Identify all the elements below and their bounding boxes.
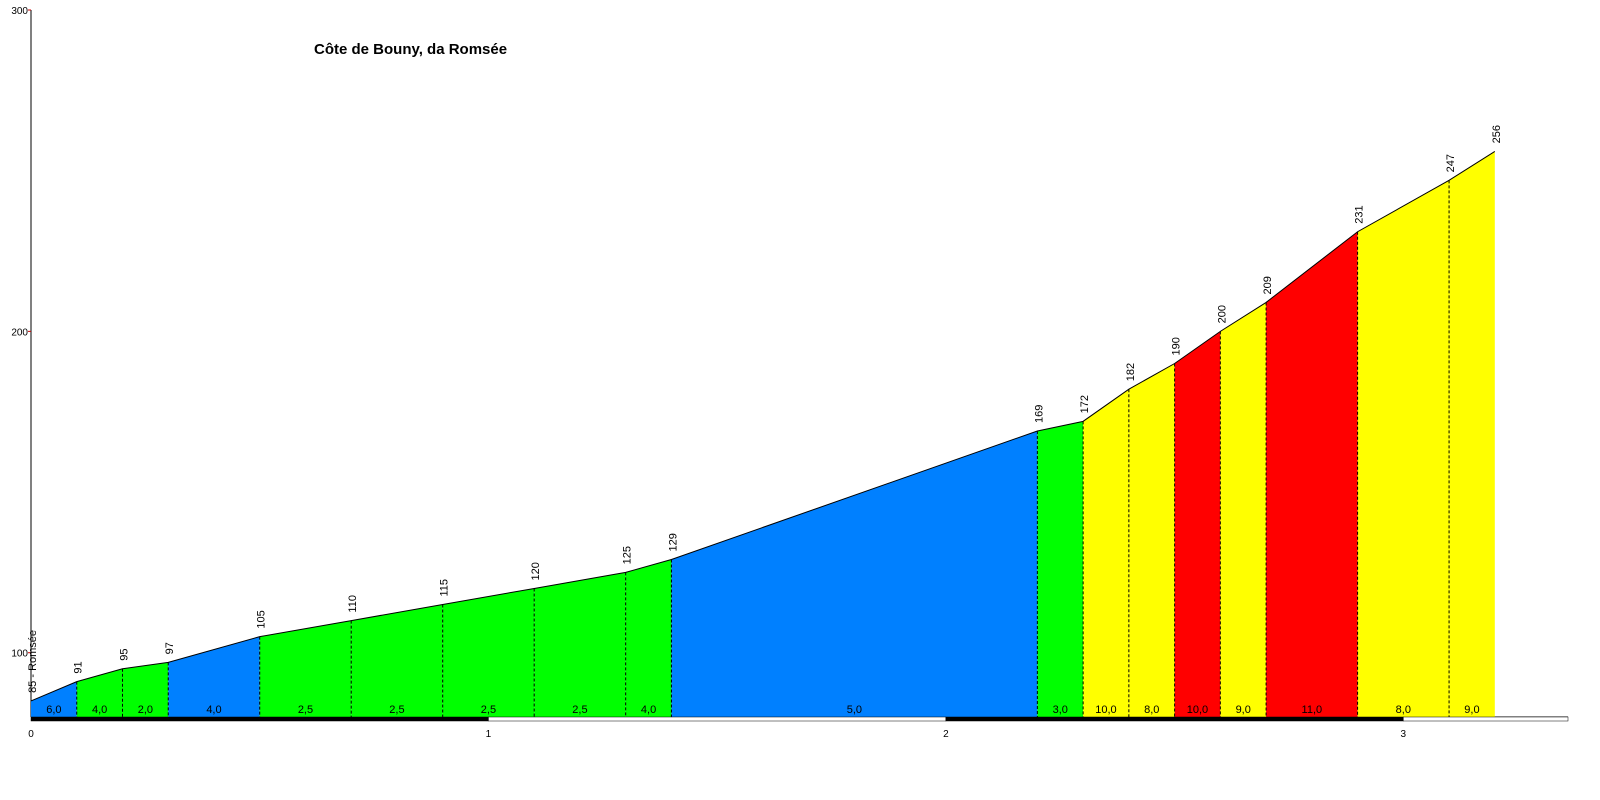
km-bar	[945, 716, 1404, 722]
km-bar	[30, 716, 489, 722]
segment	[31, 681, 77, 717]
segment	[351, 604, 443, 717]
segment	[1449, 151, 1495, 717]
elevation-label: 115	[439, 579, 451, 597]
segment	[1174, 331, 1221, 717]
gradient-label: 8,0	[1396, 704, 1411, 716]
elevation-label: 129	[667, 533, 679, 551]
elevation-label: 209	[1262, 276, 1274, 294]
elevation-label: 247	[1445, 154, 1457, 172]
elevation-label: 110	[347, 595, 359, 613]
gradient-label: 8,0	[1144, 704, 1159, 716]
elevation-label: 125	[622, 546, 634, 564]
segment	[168, 636, 260, 717]
x-tick-label: 3	[1401, 729, 1407, 740]
x-tick-label: 2	[943, 729, 949, 740]
elevation-label: 120	[530, 562, 542, 580]
gradient-label: 10,0	[1187, 704, 1208, 716]
gradient-label: 2,5	[481, 704, 496, 716]
segment	[1128, 363, 1175, 717]
x-tick-label: 1	[486, 729, 492, 740]
y-tick-label: 100	[11, 649, 28, 660]
chart-title: Côte de Bouny, da Romsée	[314, 41, 507, 58]
segment	[534, 572, 626, 717]
segment	[1220, 302, 1267, 717]
elevation-label: 182	[1125, 363, 1137, 381]
gradient-label: 4,0	[92, 704, 107, 716]
gradient-label: 2,0	[138, 704, 153, 716]
segment	[625, 559, 672, 717]
x-tick-label: 0	[28, 729, 34, 740]
segment	[259, 620, 352, 717]
gradient-label: 6,0	[46, 704, 61, 716]
segment	[1083, 389, 1129, 717]
elevation-label: 91	[73, 661, 85, 673]
elevation-label: 169	[1033, 405, 1045, 423]
segment	[1357, 180, 1450, 717]
segment	[671, 430, 1038, 717]
segment	[122, 662, 169, 717]
gradient-label: 3,0	[1053, 704, 1068, 716]
gradient-label: 11,0	[1302, 704, 1323, 716]
km-bar	[488, 716, 947, 722]
elevation-label: 256	[1491, 125, 1503, 143]
elevation-label: 200	[1216, 305, 1228, 323]
elevation-label: 105	[256, 610, 268, 628]
gradient-label: 5,0	[847, 704, 862, 716]
gradient-label: 9,0	[1236, 704, 1251, 716]
segment	[1266, 231, 1358, 717]
elevation-label: 97	[164, 642, 176, 654]
km-bar	[1403, 716, 1569, 722]
segment	[1037, 421, 1084, 717]
elevation-label: 190	[1171, 337, 1183, 355]
gradient-label: 9,0	[1464, 704, 1479, 716]
gradient-label: 4,0	[641, 704, 656, 716]
elevation-label: 172	[1079, 395, 1091, 413]
elevation-label: 95	[118, 649, 130, 661]
gradient-label: 2,5	[298, 704, 313, 716]
gradient-label: 2,5	[572, 704, 587, 716]
segment	[442, 588, 535, 717]
gradient-label: 2,5	[389, 704, 404, 716]
segment	[76, 668, 123, 717]
y-tick-label: 200	[11, 327, 28, 338]
y-tick-label: 300	[11, 6, 28, 17]
elevation-label: 85 - Romsée	[27, 630, 39, 693]
elevation-label: 231	[1354, 205, 1366, 223]
gradient-label: 4,0	[206, 704, 221, 716]
gradient-label: 10,0	[1095, 704, 1116, 716]
